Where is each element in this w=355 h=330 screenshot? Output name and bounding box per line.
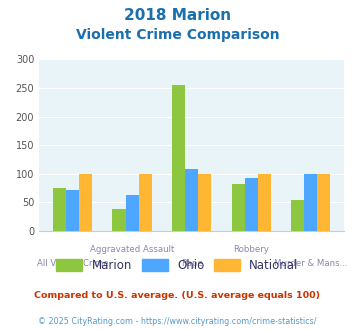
Bar: [113, 209, 126, 231]
Text: © 2025 CityRating.com - https://www.cityrating.com/crime-statistics/: © 2025 CityRating.com - https://www.city…: [38, 317, 317, 326]
Legend: Marion, Ohio, National: Marion, Ohio, National: [53, 255, 302, 275]
Bar: [258, 174, 271, 231]
Bar: [139, 174, 152, 231]
Bar: [317, 174, 331, 231]
Bar: [79, 174, 92, 231]
Text: All Violent Crime: All Violent Crime: [37, 259, 108, 268]
Bar: [66, 190, 79, 231]
Bar: [198, 174, 211, 231]
Bar: [291, 200, 304, 231]
Text: 2018 Marion: 2018 Marion: [124, 8, 231, 23]
Bar: [245, 179, 258, 231]
Bar: [126, 195, 139, 231]
Bar: [53, 188, 66, 231]
Bar: [231, 183, 245, 231]
Bar: [304, 174, 317, 231]
Text: Robbery: Robbery: [233, 245, 269, 254]
Text: Violent Crime Comparison: Violent Crime Comparison: [76, 28, 279, 42]
Text: Compared to U.S. average. (U.S. average equals 100): Compared to U.S. average. (U.S. average …: [34, 291, 321, 300]
Text: Murder & Mans...: Murder & Mans...: [274, 259, 348, 268]
Bar: [185, 169, 198, 231]
Text: Rape: Rape: [181, 259, 203, 268]
Text: Aggravated Assault: Aggravated Assault: [90, 245, 174, 254]
Bar: [172, 85, 185, 231]
